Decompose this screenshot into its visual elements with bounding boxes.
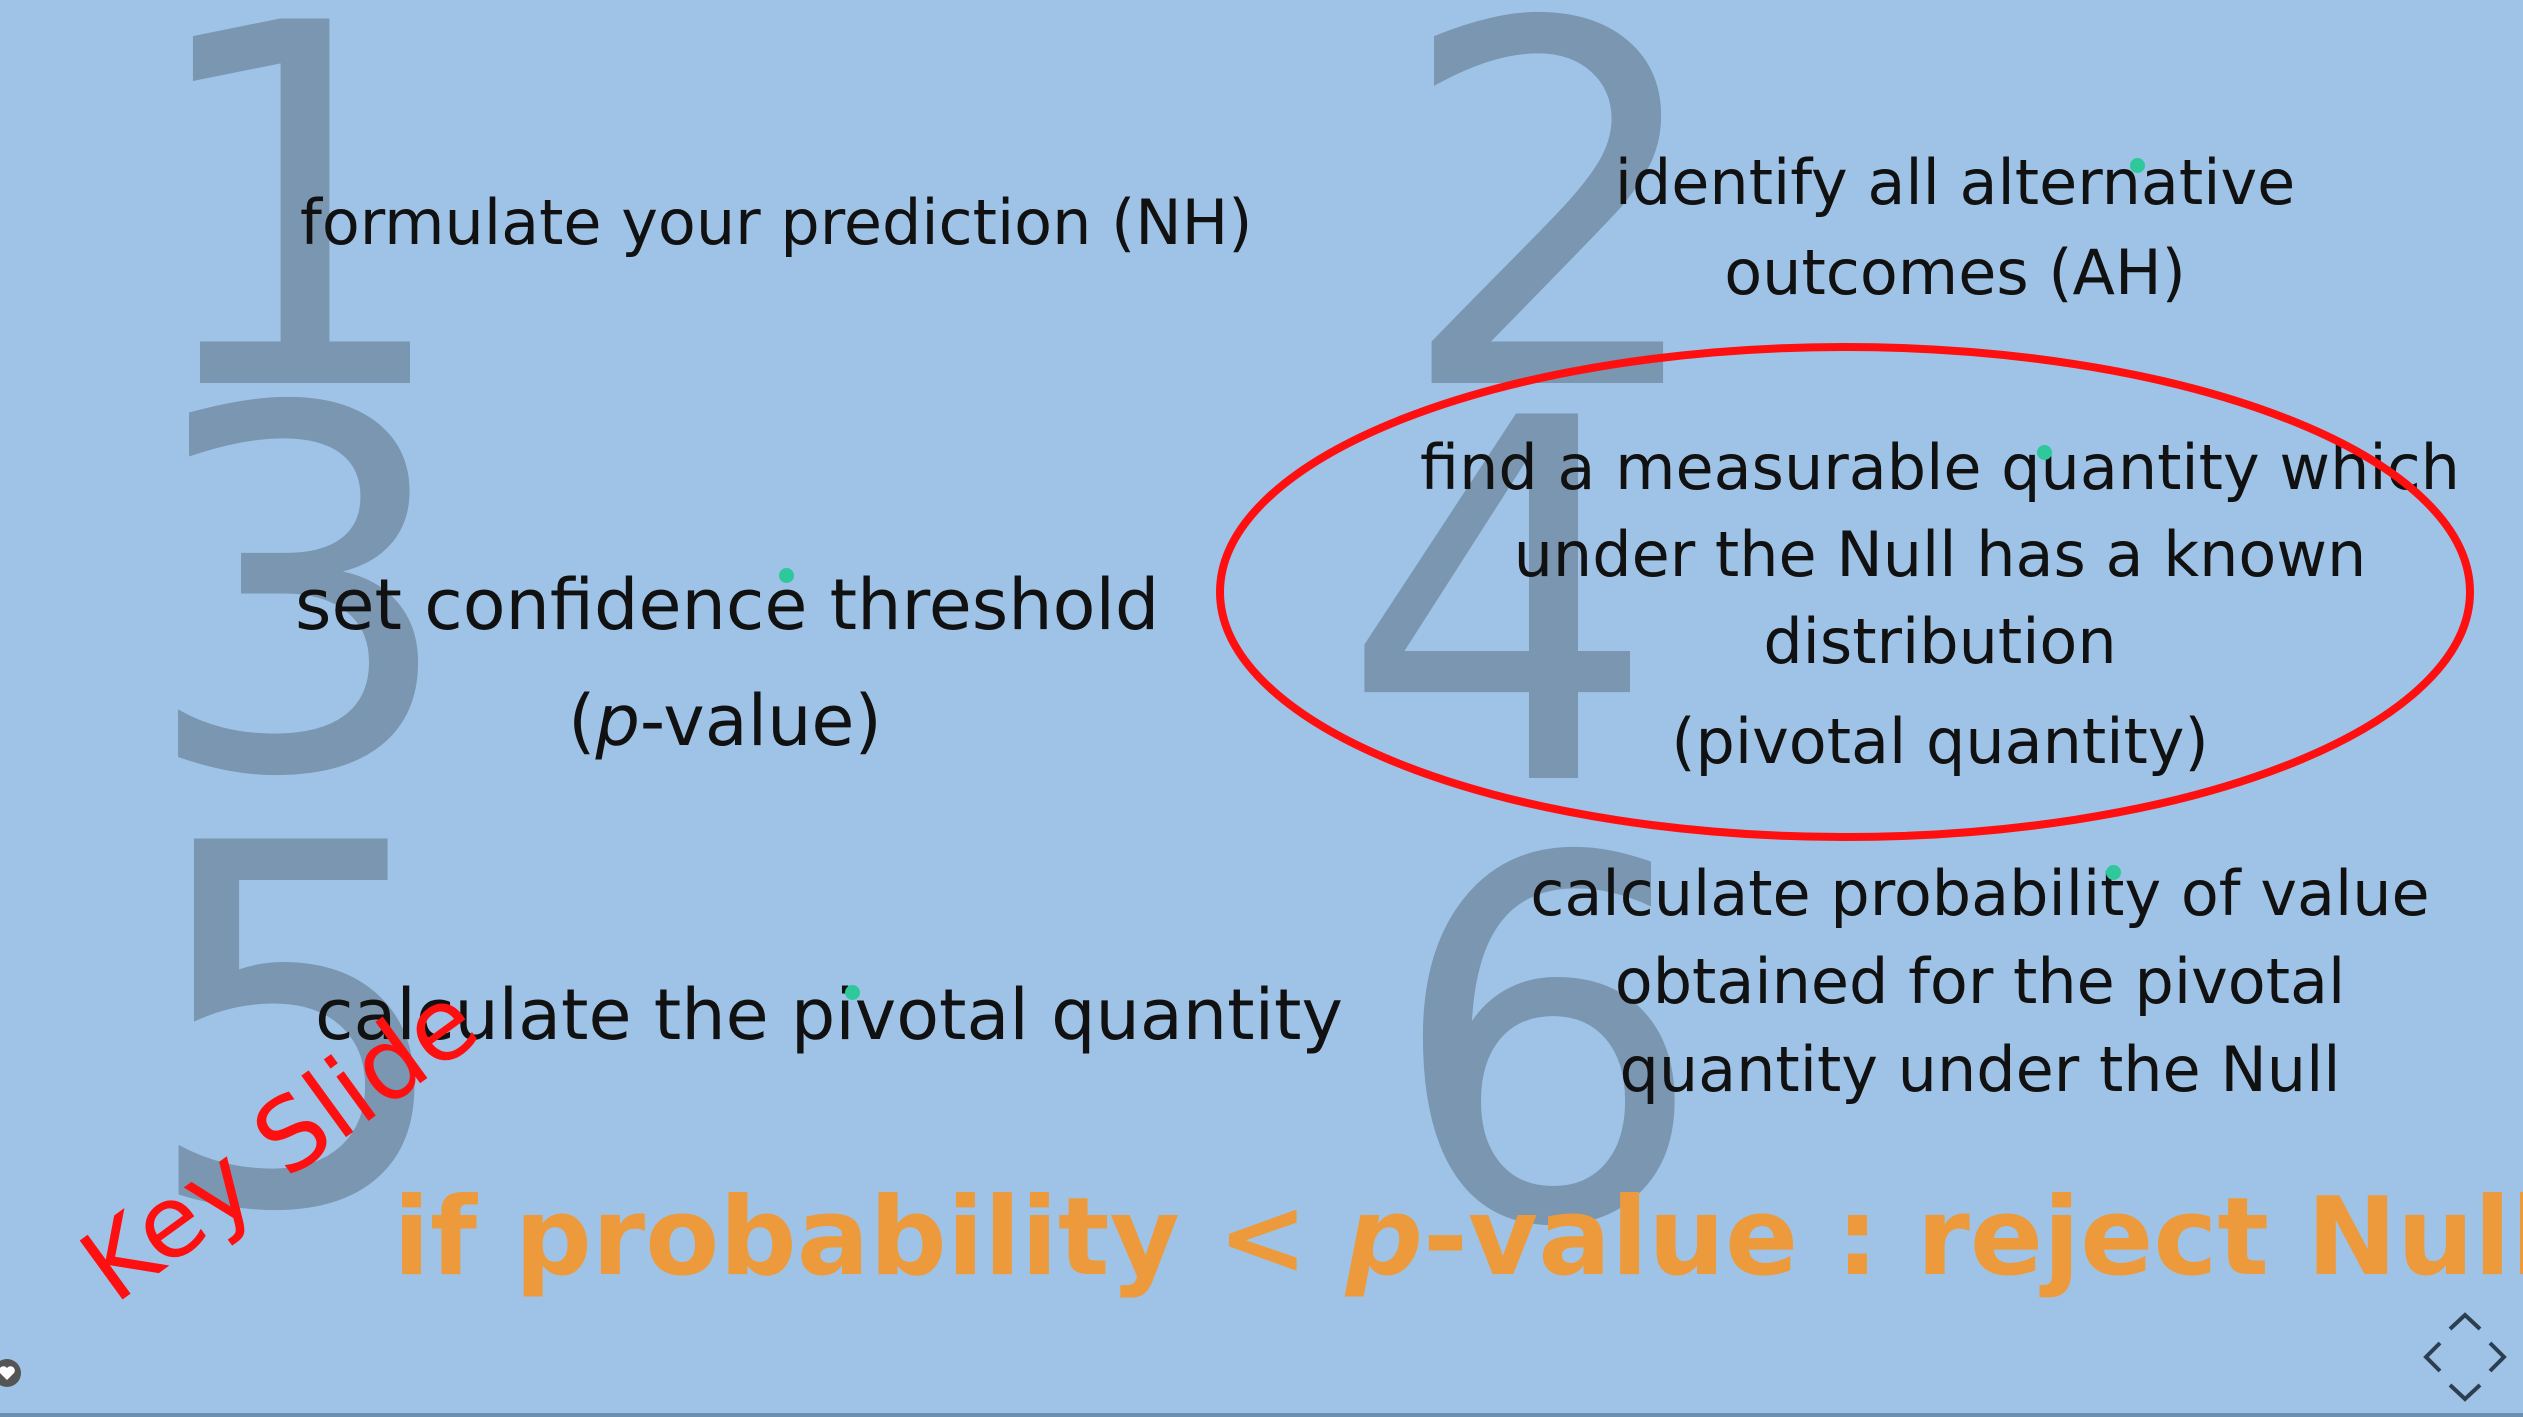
step-4-line3: distribution <box>1763 604 2117 678</box>
step-4-line2: under the Null has a known <box>1513 517 2367 591</box>
cursor-dot <box>2037 445 2052 460</box>
step-number-5: 5 <box>140 739 459 1321</box>
step-3-line1: set confidence threshold <box>295 564 1160 646</box>
step-3-text: set confidence threshold (p-value) <box>295 548 1160 780</box>
step-number-2: 2 <box>1395 0 1714 501</box>
step-number-3: 3 <box>140 304 459 886</box>
nav-down-icon[interactable] <box>2448 1383 2482 1402</box>
conclusion-p: p <box>1345 1175 1423 1300</box>
step-6-text: calculate probability of value obtained … <box>1500 850 2460 1114</box>
nav-right-icon[interactable] <box>2488 1341 2507 1373</box>
step-4-text: find a measurable quantity which under t… <box>1420 425 2460 786</box>
nav-up-icon[interactable] <box>2448 1312 2482 1331</box>
progress-bar <box>0 1413 2523 1417</box>
step-5-text: calculate the pivotal quantity <box>315 974 1343 1056</box>
step-3-line2: (p-value) <box>295 664 1155 780</box>
diamond-nav-icon[interactable] <box>2410 1305 2520 1415</box>
heart-icon[interactable] <box>0 1358 22 1388</box>
conclusion-rule: if probability < p-value : reject Null <box>393 1175 2523 1300</box>
cursor-dot <box>2130 158 2145 173</box>
step-3-paren-open: ( <box>568 679 596 762</box>
conclusion-post: -value : reject Null <box>1422 1175 2523 1300</box>
step-6-line2: obtained for the pivotal <box>1614 945 2346 1019</box>
cursor-dot <box>845 985 860 1000</box>
conclusion-pre: if probability < <box>393 1175 1346 1300</box>
step-6-line3: quantity under the Null <box>1619 1033 2341 1107</box>
cursor-dot <box>2106 865 2121 880</box>
step-4-line1: find a measurable quantity which <box>1420 431 2460 504</box>
step-2-text: identify all alternative outcomes (AH) <box>1590 138 2320 318</box>
step-6-line1: calculate probability of value <box>1530 857 2430 930</box>
step-3-p: p <box>595 679 640 762</box>
step-1-text: formulate your prediction (NH) <box>300 186 1253 259</box>
nav-left-icon[interactable] <box>2423 1341 2442 1373</box>
step-3-value: -value) <box>639 679 882 762</box>
step-number-6: 6 <box>1388 754 1707 1336</box>
step-4-line4: (pivotal quantity) <box>1671 705 2209 779</box>
step-2-line1: identify all alternative <box>1614 146 2296 219</box>
step-number-1: 1 <box>138 0 457 501</box>
cursor-dot <box>779 568 794 583</box>
step-number-4: 4 <box>1340 314 1659 896</box>
step-2-line2: outcomes (AH) <box>1724 235 2186 309</box>
